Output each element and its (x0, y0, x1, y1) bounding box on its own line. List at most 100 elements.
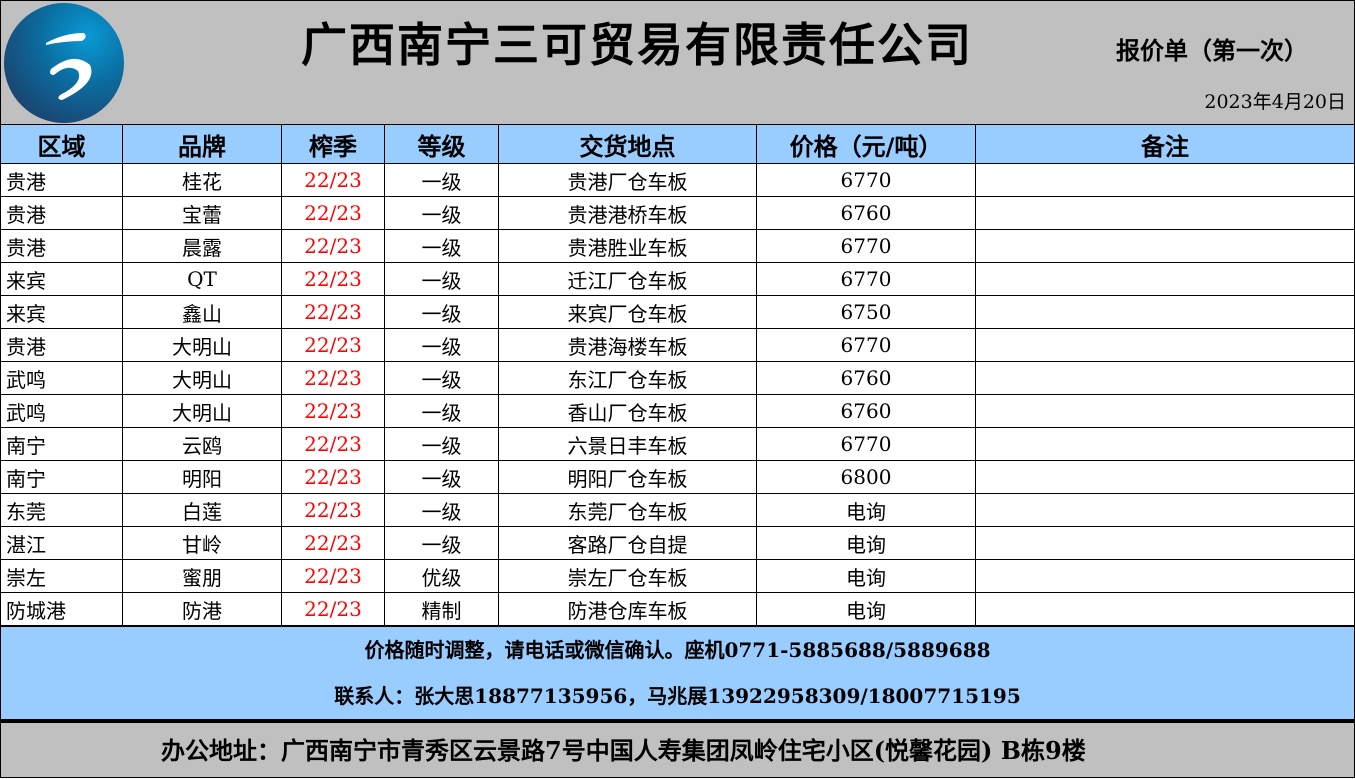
cell-season: 22/23 (281, 460, 385, 494)
table-row: 武鸣 大明山 22/23 一级 东江厂仓车板 6760 (0, 361, 1355, 395)
cell-delivery: 崇左厂仓车板 (498, 559, 757, 593)
cell-price: 电询 (756, 526, 976, 560)
cell-region: 防城港 (0, 592, 123, 626)
cell-delivery: 贵港海楼车板 (498, 328, 757, 362)
cell-price: 6800 (756, 460, 976, 494)
cell-delivery: 迁江厂仓车板 (498, 262, 757, 296)
cell-brand: 蜜朋 (122, 559, 282, 593)
cell-remark (975, 526, 1355, 560)
cell-grade: 一级 (384, 229, 499, 263)
cell-remark (975, 460, 1355, 494)
cell-season: 22/23 (281, 427, 385, 461)
cell-brand: 白莲 (122, 493, 282, 527)
cell-delivery: 六景日丰车板 (498, 427, 757, 461)
table-row: 东莞 白莲 22/23 一级 东莞厂仓车板 电询 (0, 493, 1355, 527)
cell-price: 6770 (756, 427, 976, 461)
price-table: 区域 品牌 榨季 等级 交货地点 价格（元/吨） 备注 贵港 桂花 22/23 一级 贵港厂仓车板 6… (0, 124, 1355, 626)
cell-price: 6770 (756, 229, 976, 263)
cell-brand: 鑫山 (122, 295, 282, 329)
cell-price: 6770 (756, 262, 976, 296)
cell-grade: 优级 (384, 559, 499, 593)
column-header: 等级 (384, 124, 499, 164)
cell-price: 电询 (756, 493, 976, 527)
cell-brand: 云鸥 (122, 427, 282, 461)
cell-delivery: 贵港厂仓车板 (498, 163, 757, 197)
cell-season: 22/23 (281, 526, 385, 560)
cell-grade: 一级 (384, 526, 499, 560)
cell-delivery: 客路厂仓自提 (498, 526, 757, 560)
cell-season: 22/23 (281, 592, 385, 626)
cell-season: 22/23 (281, 559, 385, 593)
cell-brand: 晨露 (122, 229, 282, 263)
cell-region: 贵港 (0, 163, 123, 197)
cell-region: 武鸣 (0, 394, 123, 428)
cell-remark (975, 592, 1355, 626)
cell-remark (975, 559, 1355, 593)
cell-grade: 一级 (384, 295, 499, 329)
cell-brand: 大明山 (122, 328, 282, 362)
cell-grade: 一级 (384, 163, 499, 197)
contact-info: 联系人：张大思18877135956，马兆展13922958309/180077… (334, 684, 1021, 708)
cell-season: 22/23 (281, 262, 385, 296)
cell-brand: 大明山 (122, 394, 282, 428)
cell-brand: 桂花 (122, 163, 282, 197)
cell-brand: 明阳 (122, 460, 282, 494)
column-header: 价格（元/吨） (756, 124, 976, 164)
cell-season: 22/23 (281, 394, 385, 428)
quote-subtitle: 报价单（第一次） (1116, 37, 1308, 65)
cell-region: 来宾 (0, 295, 123, 329)
cell-brand: QT (122, 262, 282, 296)
cell-price: 6760 (756, 394, 976, 428)
cell-grade: 一级 (384, 196, 499, 230)
cell-season: 22/23 (281, 163, 385, 197)
cell-region: 崇左 (0, 559, 123, 593)
cell-remark (975, 394, 1355, 428)
cell-region: 贵港 (0, 196, 123, 230)
cell-remark (975, 493, 1355, 527)
cell-brand: 防港 (122, 592, 282, 626)
table-row: 武鸣 大明山 22/23 一级 香山厂仓车板 6760 (0, 394, 1355, 428)
cell-delivery: 明阳厂仓车板 (498, 460, 757, 494)
cell-delivery: 贵港胜业车板 (498, 229, 757, 263)
title-area: 广西南宁三可贸易有限责任公司 报价单（第一次） 2023年4月20日 (0, 0, 1355, 124)
cell-grade: 一级 (384, 460, 499, 494)
cell-region: 东莞 (0, 493, 123, 527)
cell-region: 来宾 (0, 262, 123, 296)
table-row: 崇左 蜜朋 22/23 优级 崇左厂仓车板 电询 (0, 559, 1355, 593)
cell-grade: 一级 (384, 394, 499, 428)
cell-price: 电询 (756, 592, 976, 626)
table-row: 防城港 防港 22/23 精制 防港仓库车板 电询 (0, 592, 1355, 626)
cell-remark (975, 229, 1355, 263)
cell-season: 22/23 (281, 493, 385, 527)
cell-price: 6760 (756, 361, 976, 395)
cell-grade: 一级 (384, 328, 499, 362)
table-row: 来宾 鑫山 22/23 一级 来宾厂仓车板 6750 (0, 295, 1355, 329)
table-row: 贵港 桂花 22/23 一级 贵港厂仓车板 6770 (0, 163, 1355, 197)
cell-region: 湛江 (0, 526, 123, 560)
cell-grade: 一级 (384, 361, 499, 395)
cell-remark (975, 361, 1355, 395)
cell-delivery: 东江厂仓车板 (498, 361, 757, 395)
column-header: 备注 (975, 124, 1355, 164)
column-header: 交货地点 (498, 124, 757, 164)
table-row: 贵港 晨露 22/23 一级 贵港胜业车板 6770 (0, 229, 1355, 263)
cell-grade: 一级 (384, 262, 499, 296)
cell-delivery: 香山厂仓车板 (498, 394, 757, 428)
table-row: 贵港 大明山 22/23 一级 贵港海楼车板 6770 (0, 328, 1355, 362)
office-address: 办公地址：广西南宁市青秀区云景路7号中国人寿集团凤岭住宅小区(悦馨花园) B栋9… (0, 722, 1355, 778)
cell-region: 南宁 (0, 427, 123, 461)
cell-remark (975, 262, 1355, 296)
cell-delivery: 东莞厂仓车板 (498, 493, 757, 527)
table-row: 贵港 宝蕾 22/23 一级 贵港港桥车板 6760 (0, 196, 1355, 230)
cell-delivery: 防港仓库车板 (498, 592, 757, 626)
cell-brand: 甘岭 (122, 526, 282, 560)
price-notice: 价格随时调整，请电话或微信确认。座机0771-5885688/5889688 (364, 638, 991, 662)
cell-remark (975, 163, 1355, 197)
cell-remark (975, 427, 1355, 461)
cell-price: 6760 (756, 196, 976, 230)
cell-season: 22/23 (281, 229, 385, 263)
table-row: 来宾 QT 22/23 一级 迁江厂仓车板 6770 (0, 262, 1355, 296)
cell-region: 贵港 (0, 229, 123, 263)
quote-date: 2023年4月20日 (1204, 91, 1346, 113)
cell-price: 电询 (756, 559, 976, 593)
